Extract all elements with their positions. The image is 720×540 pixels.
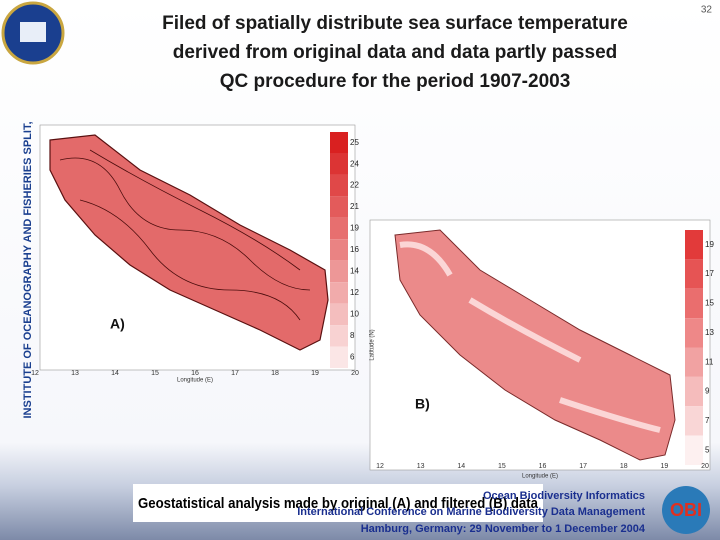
footer-line: International Conference on Marine Biodi… bbox=[297, 506, 645, 518]
colorbar-segment bbox=[330, 282, 348, 304]
x-tick-label: 20 bbox=[351, 370, 359, 377]
map-b-shading bbox=[399, 241, 661, 433]
x-tick-label: 15 bbox=[498, 463, 506, 470]
map-a-contours bbox=[59, 149, 311, 321]
colorbar-label: 5 bbox=[705, 445, 710, 454]
colorbar-segment bbox=[330, 217, 348, 240]
colorbar-label: 16 bbox=[350, 245, 359, 254]
colorbar-segment bbox=[330, 346, 348, 368]
colorbar-segment bbox=[685, 435, 703, 465]
colorbar-label: 9 bbox=[705, 387, 710, 396]
map-a-x-label: Longitude (E) bbox=[177, 378, 213, 384]
x-tick-label: 16 bbox=[191, 370, 199, 377]
title-line: QC procedure for the period 1907-2003 bbox=[220, 71, 571, 92]
logo-building bbox=[20, 22, 46, 42]
colorbar-label: 13 bbox=[705, 328, 714, 337]
x-tick-label: 14 bbox=[111, 370, 119, 377]
x-tick-label: 17 bbox=[231, 370, 239, 377]
x-tick-label: 18 bbox=[271, 370, 279, 377]
x-tick-label: 19 bbox=[311, 370, 319, 377]
colorbar-label: 7 bbox=[705, 416, 710, 425]
map-a-label: A) bbox=[110, 316, 125, 332]
colorbar-label: 19 bbox=[705, 240, 714, 249]
colorbar-label: 17 bbox=[705, 269, 714, 278]
colorbar-label: 15 bbox=[705, 299, 714, 308]
colorbar-label: 24 bbox=[350, 159, 359, 168]
colorbar-segment bbox=[685, 259, 703, 289]
colorbar-label: 25 bbox=[350, 138, 359, 147]
title-line: derived from original data and data part… bbox=[173, 42, 618, 63]
caption: Geostatistical analysis made by original… bbox=[138, 495, 539, 512]
colorbar-segment bbox=[685, 288, 703, 319]
colorbar-segment bbox=[330, 303, 348, 326]
caption-box bbox=[133, 484, 543, 522]
footer-line: Hamburg, Germany: 29 November to 1 Decem… bbox=[361, 523, 646, 535]
colorbar-label: 8 bbox=[350, 331, 355, 340]
colorbar-label: 6 bbox=[350, 352, 355, 361]
colorbar-label: 11 bbox=[705, 357, 714, 366]
colorbar-segment bbox=[330, 196, 348, 218]
x-tick-label: 18 bbox=[620, 463, 628, 470]
map-b-sea bbox=[394, 229, 676, 461]
colorbar-label: 12 bbox=[350, 288, 359, 297]
x-tick-label: 14 bbox=[457, 463, 465, 470]
footer-line: Ocean Biodiversity Informatics bbox=[483, 490, 645, 502]
x-tick-label: 13 bbox=[417, 463, 425, 470]
colorbar-segment bbox=[330, 239, 348, 261]
map-b-x-label: Longitude (E) bbox=[522, 474, 558, 480]
x-tick-label: 12 bbox=[376, 463, 384, 470]
colorbar-segment bbox=[685, 347, 703, 377]
colorbar-label: 19 bbox=[350, 224, 359, 233]
colorbar-segment bbox=[330, 153, 348, 175]
colorbar-segment bbox=[330, 174, 348, 197]
colorbar-segment bbox=[685, 406, 703, 436]
obi-logo-text: OBI bbox=[670, 500, 702, 520]
colorbar-label: 10 bbox=[350, 309, 359, 318]
x-tick-label: 13 bbox=[71, 370, 79, 377]
x-tick-label: 20 bbox=[701, 463, 709, 470]
colorbar-label: 22 bbox=[350, 181, 359, 190]
map-b-label: B) bbox=[415, 396, 430, 412]
x-tick-label: 15 bbox=[151, 370, 159, 377]
obi-logo bbox=[662, 486, 710, 534]
colorbar-label: 21 bbox=[350, 202, 359, 211]
colorbar-segment bbox=[330, 260, 348, 283]
map-b-y-label: Latitude (N) bbox=[370, 329, 376, 360]
colorbar-segment bbox=[330, 325, 348, 347]
title-line: Filed of spatially distribute sea surfac… bbox=[162, 13, 628, 34]
colorbar-segment bbox=[685, 230, 703, 260]
colorbar-segment bbox=[685, 376, 703, 407]
side-text: INSTITUTE OF OCEANOGRAPHY AND FISHERIES … bbox=[22, 121, 34, 418]
x-tick-label: 12 bbox=[31, 370, 39, 377]
x-tick-label: 17 bbox=[579, 463, 587, 470]
colorbar-label: 14 bbox=[350, 267, 359, 276]
x-tick-label: 19 bbox=[660, 463, 668, 470]
x-tick-label: 16 bbox=[539, 463, 547, 470]
colorbar-segment bbox=[685, 318, 703, 348]
page-number: 32 bbox=[701, 5, 713, 16]
colorbar-segment bbox=[330, 132, 348, 154]
